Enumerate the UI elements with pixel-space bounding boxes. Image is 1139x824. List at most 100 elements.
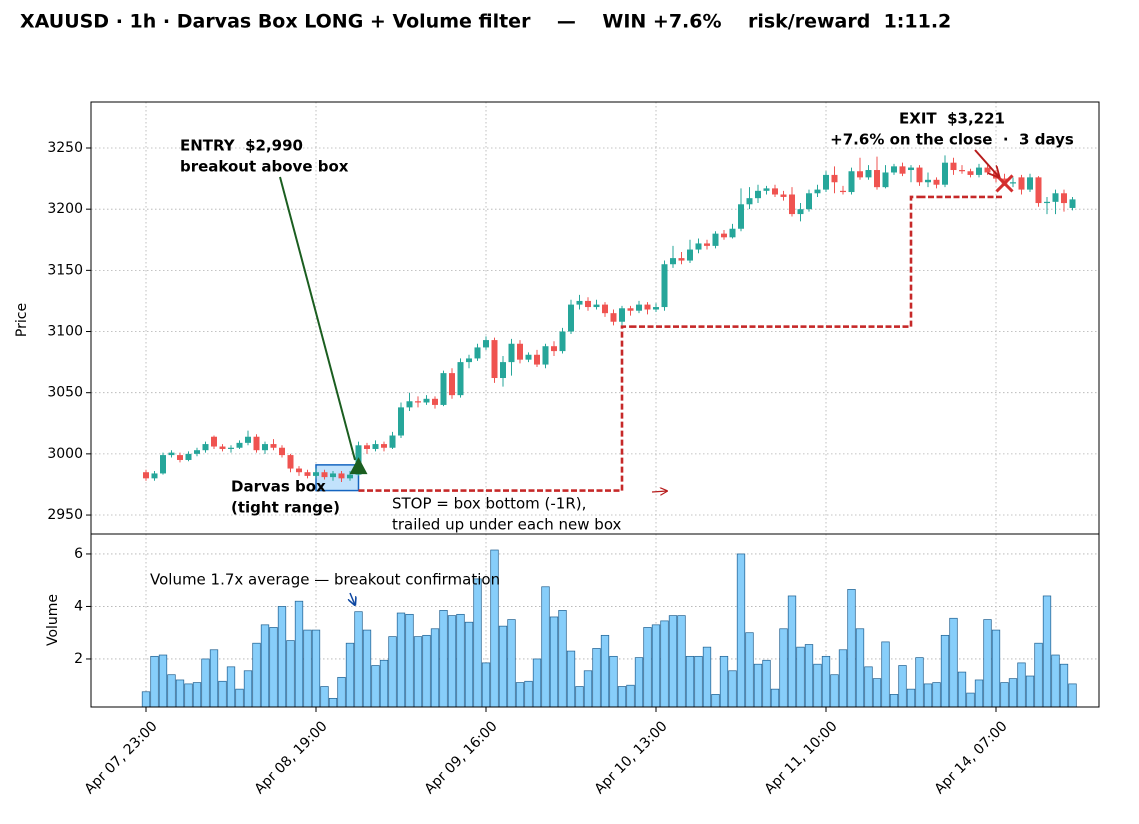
candle-body	[270, 444, 277, 448]
volume-bar	[855, 628, 865, 708]
volume-bar	[626, 684, 635, 708]
volume-bar	[779, 628, 788, 708]
candle-body	[797, 209, 804, 215]
volume-bar	[736, 553, 746, 708]
candle-body	[347, 474, 353, 479]
candle-body	[636, 304, 642, 311]
volume-bar	[362, 629, 372, 708]
candle-body	[279, 447, 285, 456]
candle-body	[661, 264, 668, 308]
candle-body	[619, 308, 625, 322]
volume-bar	[762, 659, 771, 708]
volume-bar	[532, 658, 542, 708]
volume-bar	[804, 644, 814, 708]
exit-arrow	[974, 149, 999, 177]
candle-body	[840, 190, 846, 193]
candle-body	[296, 468, 302, 473]
volume-bar	[303, 629, 312, 708]
y-axis-label: Volume	[45, 594, 61, 646]
volume-bar	[983, 619, 992, 708]
candle-body	[202, 444, 209, 451]
candle-body	[602, 304, 608, 314]
candle-body	[1044, 201, 1050, 204]
volume-bar	[1034, 642, 1043, 708]
volume-bar	[456, 613, 465, 708]
volume-bar	[549, 616, 559, 708]
volume-bar	[141, 691, 151, 708]
candle-body	[1010, 182, 1016, 184]
volume-bar	[337, 676, 346, 708]
candle-body	[559, 331, 566, 352]
volume-bar	[1025, 675, 1035, 708]
x-tick-label: Apr 08, 19:00	[252, 718, 331, 797]
candle-body	[687, 249, 693, 261]
candle-body	[517, 343, 523, 360]
candle-body	[508, 343, 515, 363]
candle-body	[143, 472, 149, 479]
candle-body	[330, 473, 336, 478]
x-tick-label: Apr 14, 07:00	[932, 718, 1011, 797]
candle-body	[806, 193, 812, 210]
volume-bar	[515, 682, 525, 708]
volume-bar	[524, 680, 533, 708]
candle-body	[228, 447, 234, 449]
candle-body	[1001, 178, 1008, 184]
candle-body	[959, 170, 965, 172]
candle-body	[780, 194, 787, 197]
volume-bar	[320, 686, 329, 708]
candle-body	[500, 362, 506, 379]
candle-body	[483, 340, 489, 348]
volume-bar	[728, 670, 737, 708]
volume-bar	[668, 615, 678, 708]
candle-body	[415, 401, 421, 403]
volume-bar	[558, 610, 567, 708]
stop-arrow	[651, 491, 667, 492]
candle-body	[908, 167, 914, 171]
candle-body	[551, 346, 557, 352]
exit-label: EXIT $3,221	[899, 110, 1005, 128]
volume-bar	[1068, 683, 1077, 708]
volume-bar	[711, 694, 720, 708]
volume-bar	[1000, 682, 1009, 708]
candle-body	[670, 258, 676, 265]
volume-bar	[957, 671, 967, 708]
y-tick-label: 6	[74, 546, 83, 562]
box-label: (tight range)	[231, 499, 340, 517]
volume-bar	[269, 627, 278, 708]
volume-bar	[328, 697, 338, 708]
candle-body	[942, 162, 948, 185]
candle-body	[772, 188, 778, 195]
volume-bar	[830, 674, 839, 708]
volume-bar	[1059, 663, 1069, 708]
y-tick-label: 3050	[47, 385, 83, 401]
candle-body	[874, 170, 880, 188]
volume-bar	[617, 686, 627, 708]
volume-bar	[405, 613, 414, 708]
volume-bar	[881, 641, 890, 708]
y-tick-label: 2	[74, 651, 83, 667]
volume-bar	[201, 658, 210, 708]
volume-bar	[770, 688, 780, 708]
volume-bar	[609, 655, 618, 708]
volume-bar	[464, 621, 474, 708]
candle-body	[891, 166, 897, 173]
candle-body	[848, 171, 855, 193]
candle-body	[1035, 177, 1042, 204]
candle-body	[313, 472, 319, 476]
candle-body	[576, 300, 583, 305]
volume-note: Volume 1.7x average — breakout confirmat…	[150, 571, 500, 589]
x-tick-label: Apr 10, 13:00	[592, 718, 671, 797]
volume-bar	[991, 629, 1001, 708]
candle-body	[916, 167, 923, 183]
candle-body	[304, 472, 311, 476]
volume-bar	[286, 640, 295, 708]
candle-body	[381, 444, 387, 448]
box-label: Darvas box	[231, 478, 326, 496]
volume-frame	[90, 533, 1100, 708]
y-tick-label: 3100	[47, 324, 83, 340]
volume-bar	[753, 663, 763, 708]
volume-bar	[294, 600, 304, 708]
y-tick-label: 3150	[47, 262, 83, 278]
candle-body	[194, 450, 200, 454]
volume-bar	[473, 578, 482, 708]
